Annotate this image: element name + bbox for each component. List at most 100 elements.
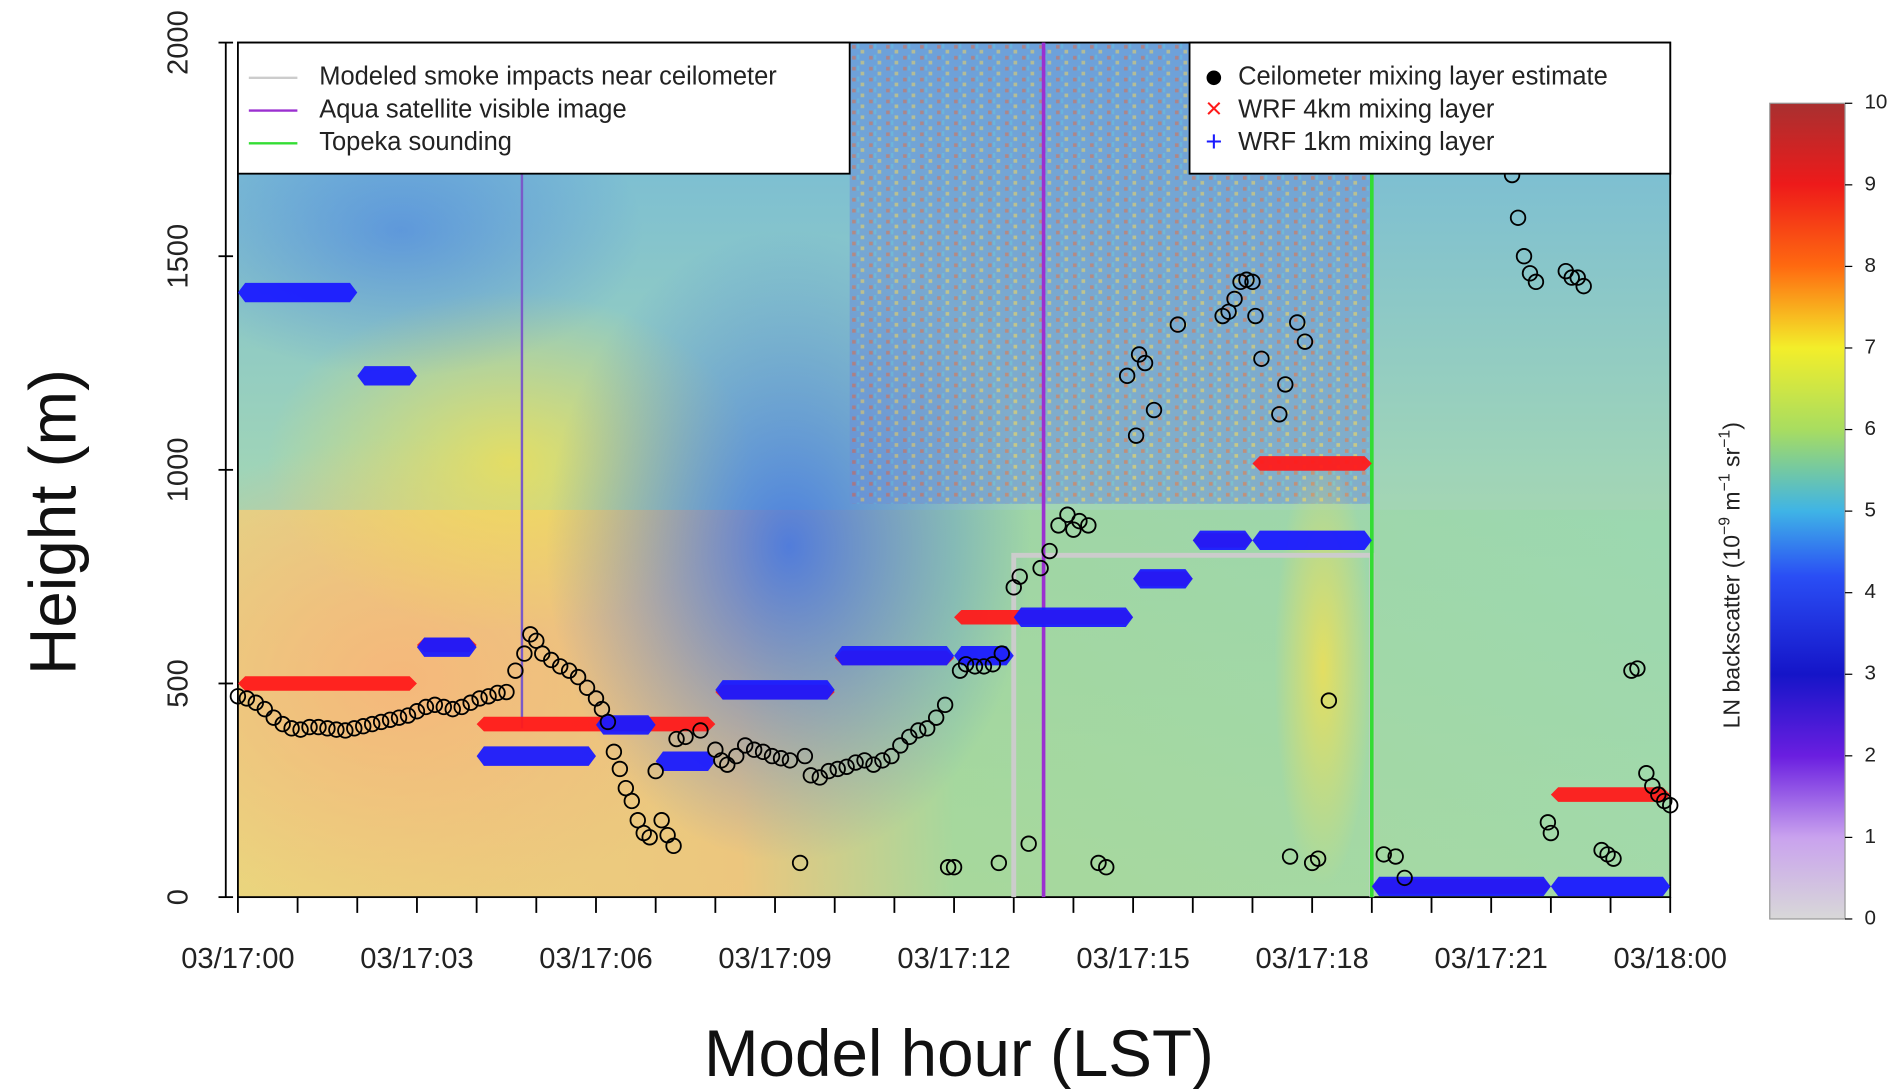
ceilometer-point (435, 698, 452, 716)
ceilometer-point (763, 747, 781, 765)
ceilometer-point (426, 696, 444, 714)
ceilometer-point (856, 752, 873, 769)
ceilometer-point (1542, 824, 1560, 842)
ceilometer-point (796, 747, 814, 765)
model-mixing-layer (1192, 530, 1253, 551)
colorbar-title-part: −1 (1716, 473, 1733, 491)
ceilometer-point (1289, 314, 1306, 331)
colorbar-title-part: ) (1718, 422, 1744, 430)
ceilometer-point (647, 762, 664, 780)
ceilometer-point (1527, 273, 1545, 291)
x-tick-label: 03/17:18 (1255, 943, 1368, 975)
x-tick-label: 03/17:09 (718, 943, 831, 975)
model-mixing-layer (715, 680, 835, 700)
ceilometer-point (1509, 209, 1527, 226)
ceilometer-point (927, 709, 945, 726)
colorbar-tick-label: 3 (1864, 662, 1875, 685)
ceilometer-point (802, 767, 820, 784)
ceilometer-point (462, 694, 479, 711)
model-mixing-layer (1013, 607, 1134, 627)
ceilometer-point (892, 737, 909, 754)
ceilometer-point (408, 703, 426, 720)
ceilometer-point (1662, 797, 1679, 814)
ceilometer-point (274, 715, 291, 733)
ceilometer-point (874, 752, 891, 769)
ceilometer-point (292, 721, 309, 738)
x-tick-label: 03/17:15 (1076, 943, 1189, 975)
ceilometer-point (1253, 350, 1270, 367)
ceilometer-point (719, 756, 736, 773)
ceilometer-point (1396, 869, 1413, 887)
ceilometer-point (966, 658, 984, 675)
ceilometer-point (1277, 376, 1294, 393)
ceilometer-point (653, 812, 670, 829)
ceilometer-point (1098, 859, 1115, 876)
legend-label: WRF 1km mixing layer (1238, 128, 1495, 156)
colorbar-title-part: sr (1718, 447, 1744, 473)
ceilometer-point (480, 688, 497, 705)
ceilometer-point (781, 752, 799, 769)
ceilometer-point (301, 718, 318, 736)
ceilometer-point (975, 658, 993, 675)
ceilometer-point (471, 690, 488, 707)
ceilometer-point (990, 854, 1008, 872)
ceilometer-point (1032, 559, 1049, 577)
colorbar (1769, 102, 1846, 920)
colorbar-title-part: m (1718, 491, 1744, 517)
colorbar-tick-label: 1 (1864, 825, 1875, 848)
model-mixing-layer (1550, 787, 1671, 802)
ceilometer-point (1605, 850, 1622, 867)
model-mixing-layer (1252, 530, 1372, 551)
y-tick-label: 1000 (162, 437, 194, 502)
ceilometer-point (578, 679, 596, 696)
ceilometer-point (489, 684, 506, 702)
ceilometer-point (1071, 512, 1088, 530)
y-tick-label: 2000 (162, 10, 194, 75)
model-mixing-layer (834, 646, 955, 666)
legend-label: Ceilometer mixing layer estimate (1238, 63, 1608, 91)
x-tick-label: 03/17:00 (181, 943, 294, 975)
model-mixing-layer (595, 715, 656, 735)
ceilometer-point (444, 700, 461, 718)
ceilometer-point (551, 658, 569, 675)
ceilometer-point (1244, 273, 1261, 291)
ceilometer-point (516, 645, 533, 662)
ceilometer-point (677, 728, 694, 746)
ceilometer-point (1271, 406, 1288, 423)
ceilometer-point (319, 720, 336, 737)
ceilometer-point (1050, 517, 1067, 534)
backscatter-image (237, 42, 1671, 898)
ceilometer-point (754, 743, 772, 761)
ceilometer-point (599, 713, 617, 731)
colorbar-tick-label: 0 (1864, 906, 1875, 929)
ceilometer-point (1296, 333, 1314, 350)
ceilometer-point (1169, 316, 1187, 333)
ceilometer-point (1644, 777, 1661, 795)
legend-box (237, 41, 851, 175)
ceilometer-point (1145, 401, 1163, 419)
ceilometer-point (1020, 835, 1037, 852)
model-mixing-layer (416, 637, 477, 657)
x-tick-label: 03/17:03 (360, 943, 473, 975)
ceilometer-point (1127, 427, 1145, 444)
ceilometer-point (838, 758, 855, 775)
ceilometer-point (883, 747, 900, 765)
ceilometer-point (745, 741, 763, 758)
colorbar-tick-label: 10 (1864, 91, 1887, 114)
ceilometer-point (1375, 846, 1392, 863)
legend-label: WRF 4km mixing layer (1238, 95, 1495, 123)
ceilometer-point (1539, 814, 1557, 831)
ceilometer-point (865, 756, 882, 773)
model-mixing-layer (1371, 876, 1551, 897)
y-tick-label: 500 (162, 659, 194, 708)
ceilometer-point (1065, 521, 1082, 538)
ceilometer-point (1130, 346, 1148, 363)
x-tick-label: 03/17:21 (1435, 943, 1548, 975)
ceilometer-point (1521, 265, 1539, 282)
model-mixing-layer (476, 716, 716, 732)
ceilometer-point (417, 698, 435, 716)
colorbar-title: LN backscatter (10−9 m−1 sr−1) (1716, 422, 1744, 728)
ceilometer-point (829, 760, 846, 778)
ceilometer-point (328, 721, 345, 738)
colorbar-title-part: −9 (1716, 517, 1733, 535)
